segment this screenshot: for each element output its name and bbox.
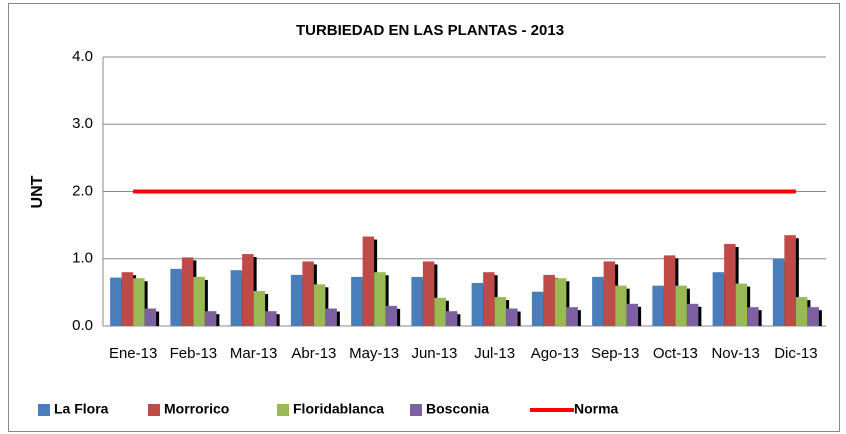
bar <box>242 254 254 326</box>
bar <box>325 308 337 326</box>
bar <box>592 276 604 326</box>
bar <box>483 272 495 326</box>
x-tick-label: Feb-13 <box>169 345 218 362</box>
bar <box>735 283 748 326</box>
x-tick-label: Jul-13 <box>474 345 516 362</box>
legend-label: Morrorico <box>164 401 229 417</box>
bar <box>795 297 808 326</box>
y-tick-label: 2.0 <box>72 182 93 199</box>
bar <box>302 261 314 326</box>
bar <box>374 272 386 326</box>
x-tick-label: Ene-13 <box>108 345 158 362</box>
bar <box>531 291 544 326</box>
bar <box>170 268 182 326</box>
bar <box>110 277 122 326</box>
chart-title: TURBIEDAD EN LAS PLANTAS - 2013 <box>296 22 564 39</box>
legend-swatch <box>38 404 50 416</box>
legend-swatch <box>410 404 422 416</box>
legend-label: Floridablanca <box>293 401 384 417</box>
y-tick-label: 3.0 <box>72 115 93 132</box>
bar <box>434 297 446 326</box>
x-tick-label: Oct-13 <box>652 345 698 362</box>
chart-border <box>8 3 840 432</box>
x-tick-label: Sep-13 <box>590 345 640 362</box>
bar <box>615 285 627 326</box>
legend-label: Norma <box>574 401 619 417</box>
bar <box>471 282 484 326</box>
bar <box>724 243 736 326</box>
bar <box>385 305 398 326</box>
bar <box>265 311 277 326</box>
bar <box>204 311 217 326</box>
x-tick-label: Nov-13 <box>711 345 760 362</box>
bar <box>411 276 423 326</box>
bar <box>133 278 145 326</box>
bar <box>663 255 676 326</box>
bar <box>566 307 578 326</box>
legend-swatch <box>277 404 289 416</box>
y-tick-label: 1.0 <box>72 250 93 267</box>
bar <box>712 272 725 326</box>
bar <box>290 274 303 326</box>
bar <box>675 285 687 326</box>
bar <box>181 257 194 326</box>
x-tick-label: Dic-13 <box>774 345 818 362</box>
bar <box>603 261 616 326</box>
bar <box>351 276 363 326</box>
bar <box>747 307 759 326</box>
x-tick-label: May-13 <box>349 345 400 362</box>
bar <box>445 311 458 326</box>
bar <box>422 261 435 326</box>
bar <box>626 303 639 326</box>
bar <box>772 258 785 326</box>
bar <box>193 276 205 326</box>
y-tick-label: 4.0 <box>72 48 93 65</box>
bar <box>807 307 819 326</box>
bar <box>543 274 555 326</box>
bar <box>506 308 518 326</box>
bar <box>144 308 157 326</box>
legend-label: Bosconia <box>426 401 489 417</box>
bar <box>784 235 796 326</box>
x-tick-label: Mar-13 <box>229 345 278 362</box>
bar <box>313 284 326 326</box>
x-tick-label: Jun-13 <box>411 345 458 362</box>
bar <box>121 272 134 326</box>
bar <box>554 278 567 326</box>
x-tick-label: Ago-13 <box>530 345 580 362</box>
legend-label: La Flora <box>54 401 109 417</box>
y-tick-label: 0.0 <box>72 317 93 334</box>
bar <box>652 285 664 326</box>
legend-swatch <box>148 404 160 416</box>
bar <box>253 291 266 326</box>
y-axis-label: UNT <box>29 175 46 208</box>
bar <box>362 236 375 326</box>
bar <box>686 303 699 326</box>
x-tick-label: Abr-13 <box>291 345 337 362</box>
bar <box>494 297 507 326</box>
bar <box>230 270 243 326</box>
